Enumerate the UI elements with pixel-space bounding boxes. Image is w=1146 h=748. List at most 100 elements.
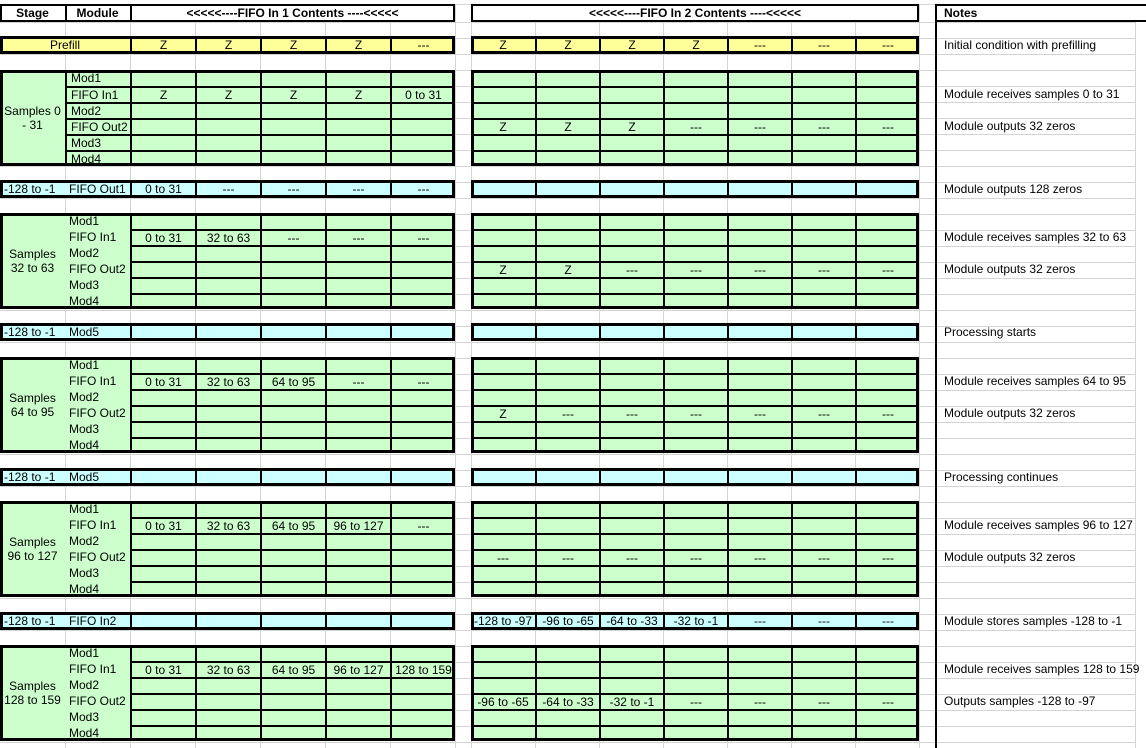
fifo2-cell[interactable]: Z: [663, 36, 727, 54]
fifo2-cell[interactable]: [791, 229, 855, 245]
fifo1-cell[interactable]: [195, 261, 260, 277]
fifo1-cell[interactable]: [195, 565, 260, 581]
fifo2-cell[interactable]: [599, 134, 663, 150]
module-label-cell[interactable]: FIFO Out2: [69, 406, 126, 420]
fifo1-cell[interactable]: [260, 245, 325, 261]
fifo1-cell[interactable]: [325, 261, 390, 277]
fifo2-cell[interactable]: ---: [663, 118, 727, 134]
fifo2-cell[interactable]: [535, 213, 599, 229]
fifo1-cell[interactable]: [130, 421, 195, 437]
fifo2-cell[interactable]: [727, 150, 791, 166]
fifo2-cell[interactable]: [599, 373, 663, 389]
fifo1-cell[interactable]: ---: [390, 373, 455, 389]
fifo1-cell[interactable]: 96 to 127: [325, 517, 390, 533]
fifo2-cell[interactable]: [599, 70, 663, 86]
fifo2-cell[interactable]: [599, 277, 663, 293]
fifo1-cell[interactable]: [130, 677, 195, 693]
fifo2-cell[interactable]: [727, 180, 791, 198]
module-label-cell[interactable]: FIFO In1: [69, 230, 117, 244]
module-label-cell[interactable]: Mod5: [69, 470, 100, 484]
fifo2-cell[interactable]: [855, 357, 919, 373]
module-label-cell[interactable]: Mod4: [65, 150, 130, 166]
fifo1-cell[interactable]: [390, 468, 455, 486]
fifo1-cell[interactable]: [390, 693, 455, 709]
fifo1-cell[interactable]: [260, 261, 325, 277]
fifo2-cell[interactable]: [471, 150, 535, 166]
fifo2-cell[interactable]: [599, 468, 663, 486]
fifo2-cell[interactable]: [727, 517, 791, 533]
header-notes[interactable]: Notes: [944, 6, 978, 20]
module-label-cell[interactable]: FIFO Out1: [69, 182, 126, 196]
fifo1-cell[interactable]: [195, 70, 260, 86]
fifo2-cell[interactable]: [535, 677, 599, 693]
fifo2-cell[interactable]: [791, 437, 855, 453]
fifo2-cell[interactable]: [727, 501, 791, 517]
fifo2-cell[interactable]: [535, 661, 599, 677]
fifo1-cell[interactable]: [130, 612, 195, 630]
fifo2-cell[interactable]: [663, 725, 727, 741]
fifo1-cell[interactable]: [260, 677, 325, 693]
fifo2-cell[interactable]: ---: [727, 405, 791, 421]
fifo2-cell[interactable]: [471, 323, 535, 341]
fifo2-cell[interactable]: ---: [663, 261, 727, 277]
fifo1-cell[interactable]: [130, 725, 195, 741]
fifo2-cell[interactable]: [855, 323, 919, 341]
fifo1-cell[interactable]: [195, 323, 260, 341]
fifo2-cell[interactable]: [727, 725, 791, 741]
fifo2-cell[interactable]: [855, 533, 919, 549]
stage-cell[interactable]: Samples 32 to 63: [9, 247, 56, 275]
fifo2-cell[interactable]: [599, 245, 663, 261]
fifo1-cell[interactable]: 0 to 31: [130, 229, 195, 245]
fifo2-cell[interactable]: [727, 293, 791, 309]
module-label-cell[interactable]: FIFO In1: [69, 662, 117, 676]
fifo2-cell[interactable]: [535, 150, 599, 166]
fifo1-cell[interactable]: [325, 293, 390, 309]
fifo1-cell[interactable]: [260, 421, 325, 437]
fifo1-cell[interactable]: [195, 693, 260, 709]
fifo1-cell[interactable]: [130, 118, 195, 134]
fifo1-cell[interactable]: [260, 323, 325, 341]
module-label-cell[interactable]: Mod3: [69, 566, 100, 580]
header-fifo1-contents[interactable]: <<<<<----FIFO In 1 Contents ----<<<<<: [186, 6, 399, 20]
fifo1-cell[interactable]: [390, 213, 455, 229]
fifo2-cell[interactable]: [599, 581, 663, 597]
stage-cell[interactable]: -128 to -1: [4, 325, 56, 339]
fifo1-cell[interactable]: [325, 549, 390, 565]
fifo1-cell[interactable]: [390, 533, 455, 549]
fifo1-cell[interactable]: 96 to 127: [325, 661, 390, 677]
fifo1-cell[interactable]: [260, 389, 325, 405]
fifo1-cell[interactable]: [325, 102, 390, 118]
module-label-cell[interactable]: Mod2: [69, 390, 100, 404]
fifo1-cell[interactable]: [195, 709, 260, 725]
fifo2-cell[interactable]: [855, 293, 919, 309]
fifo2-cell[interactable]: [535, 245, 599, 261]
fifo2-cell[interactable]: Z: [535, 261, 599, 277]
module-label-cell[interactable]: Mod2: [69, 534, 100, 548]
fifo2-cell[interactable]: Z: [499, 38, 507, 52]
fifo1-cell[interactable]: [325, 150, 390, 166]
fifo2-cell[interactable]: [535, 277, 599, 293]
fifo2-cell[interactable]: [599, 86, 663, 102]
fifo2-cell[interactable]: ---: [727, 118, 791, 134]
fifo1-cell[interactable]: ---: [260, 229, 325, 245]
fifo1-cell[interactable]: [195, 118, 260, 134]
fifo1-cell[interactable]: [130, 389, 195, 405]
fifo2-cell[interactable]: [727, 213, 791, 229]
fifo2-cell[interactable]: [535, 293, 599, 309]
fifo2-cell[interactable]: [663, 661, 727, 677]
fifo1-cell[interactable]: 64 to 95: [260, 517, 325, 533]
fifo2-cell[interactable]: [471, 134, 535, 150]
fifo1-cell[interactable]: [325, 565, 390, 581]
fifo1-cell[interactable]: 0 to 31: [130, 661, 195, 677]
module-label-cell[interactable]: Mod1: [69, 214, 100, 228]
fifo2-cell[interactable]: [663, 277, 727, 293]
fifo1-cell[interactable]: [260, 693, 325, 709]
fifo1-cell[interactable]: [390, 421, 455, 437]
fifo1-cell[interactable]: Z: [195, 86, 260, 102]
fifo2-cell[interactable]: ---: [727, 549, 791, 565]
fifo2-cell[interactable]: [791, 661, 855, 677]
module-label-cell[interactable]: Mod1: [65, 70, 130, 86]
fifo1-cell[interactable]: [260, 277, 325, 293]
fifo2-cell[interactable]: [471, 533, 535, 549]
fifo2-cell[interactable]: [791, 357, 855, 373]
